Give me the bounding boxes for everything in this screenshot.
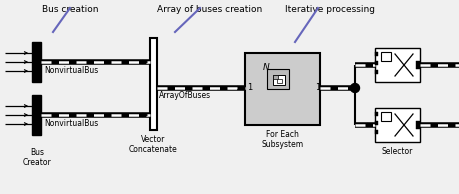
- Bar: [374, 48, 419, 82]
- Bar: [150, 38, 157, 130]
- Text: NonvirtualBus: NonvirtualBus: [44, 66, 98, 75]
- Text: NonvirtualBus: NonvirtualBus: [44, 119, 98, 128]
- Text: For Each
Subsystem: For Each Subsystem: [261, 130, 303, 149]
- Bar: [374, 130, 377, 134]
- Bar: [374, 70, 377, 74]
- Text: Array of buses creation: Array of buses creation: [157, 5, 262, 14]
- Bar: [32, 95, 41, 135]
- Text: Selector: Selector: [381, 147, 412, 156]
- Bar: [245, 53, 319, 125]
- Text: 1: 1: [314, 82, 319, 92]
- Text: ArrayOfBuses: ArrayOfBuses: [159, 91, 211, 100]
- Text: N: N: [263, 63, 269, 72]
- Text: 1: 1: [246, 82, 252, 92]
- Bar: [380, 52, 390, 61]
- Text: Vector
Concatenate: Vector Concatenate: [129, 135, 178, 154]
- Bar: [266, 69, 288, 89]
- Bar: [276, 79, 281, 83]
- Circle shape: [350, 83, 359, 93]
- Bar: [272, 75, 285, 85]
- Bar: [32, 42, 41, 82]
- Bar: [380, 112, 390, 121]
- Bar: [374, 108, 419, 142]
- Bar: [374, 121, 377, 125]
- Bar: [415, 61, 419, 69]
- Bar: [272, 75, 277, 79]
- Bar: [374, 112, 377, 116]
- Bar: [374, 61, 377, 65]
- Bar: [374, 52, 377, 56]
- Text: Bus
Creator: Bus Creator: [22, 148, 51, 167]
- Text: Iterative processing: Iterative processing: [285, 5, 374, 14]
- Text: Bus creation: Bus creation: [42, 5, 98, 14]
- Bar: [415, 121, 419, 129]
